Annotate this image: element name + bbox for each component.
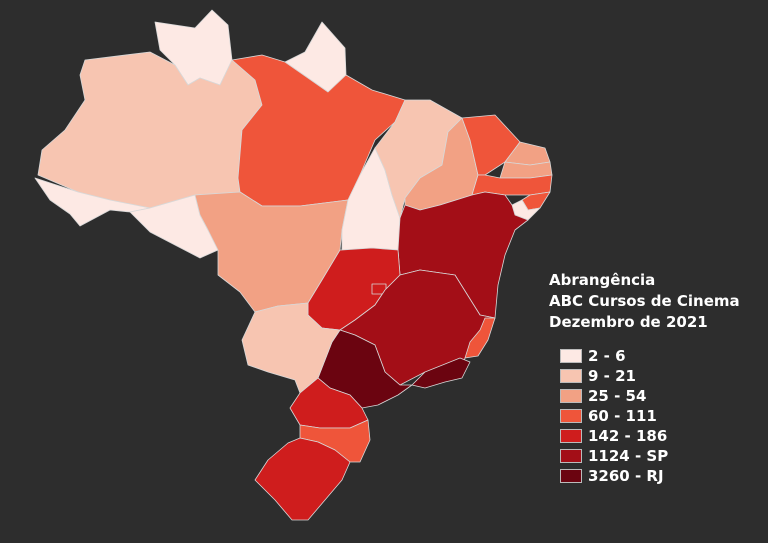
state-amazonas [37,51,263,209]
state-bahia [397,191,529,319]
legend-label: 1124 - SP [588,446,669,465]
legend-item: 2 - 6 [560,346,668,365]
map-title-line-1: Abrangência [549,271,656,289]
legend-label: 3260 - RJ [588,466,664,485]
legend-label: 25 - 54 [588,386,647,405]
state-paraiba [499,161,553,179]
state-espirito-santo [464,317,496,359]
legend-swatch [560,468,582,483]
legend-label: 9 - 21 [588,366,636,385]
legend-item: 142 - 186 [560,426,668,445]
state-rio-grande-do-sul [254,437,351,521]
legend-label: 2 - 6 [588,346,626,365]
legend-item: 25 - 54 [560,386,668,405]
legend-swatch [560,348,582,363]
map-title: Abrangência ABC Cursos de Cinema Dezembr… [549,270,740,333]
map-legend: 2 - 6 9 - 21 25 - 54 60 - 111 142 - 186 … [560,346,668,486]
legend-item: 9 - 21 [560,366,668,385]
map-title-line-3: Dezembro de 2021 [549,313,708,331]
legend-swatch [560,408,582,423]
legend-label: 142 - 186 [588,426,668,445]
legend-swatch [560,448,582,463]
map-title-line-2: ABC Cursos de Cinema [549,292,740,310]
state-ceara [461,114,521,176]
legend-swatch [560,368,582,383]
legend-item: 3260 - RJ [560,466,668,485]
state-mato-grosso-do-sul [241,302,341,394]
legend-swatch [560,388,582,403]
state-acre [34,177,151,227]
legend-label: 60 - 111 [588,406,657,425]
legend-swatch [560,428,582,443]
legend-item: 1124 - SP [560,446,668,465]
state-rio-de-janeiro [411,357,471,389]
state-para [231,54,406,207]
state-minas-gerais [339,269,496,386]
legend-item: 60 - 111 [560,406,668,425]
